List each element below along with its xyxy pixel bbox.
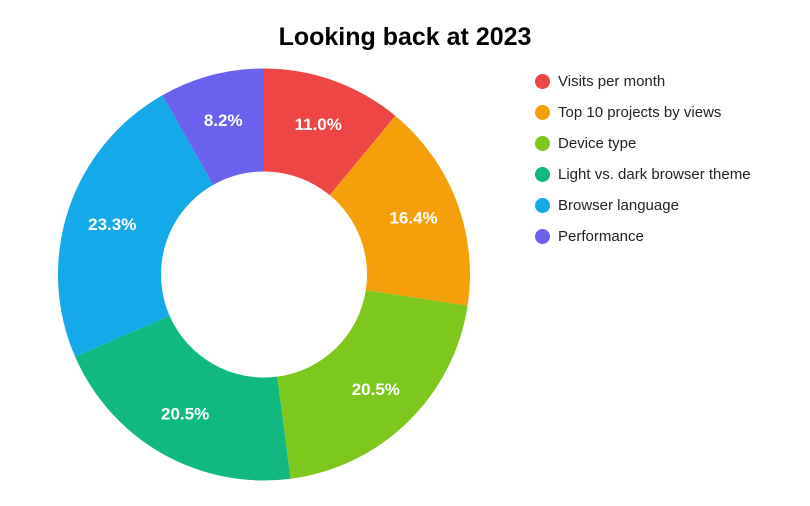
pie-slice-1[interactable] <box>329 115 470 306</box>
pie-slice-2[interactable] <box>277 290 468 479</box>
legend-item-browser-language[interactable]: Browser language <box>535 196 751 214</box>
legend-dot-icon <box>535 135 550 151</box>
legend-label: Browser language <box>558 196 679 214</box>
legend: Visits per month Top 10 projects by view… <box>535 72 751 245</box>
legend-label: Visits per month <box>558 72 666 90</box>
legend-item-visits-per-month[interactable]: Visits per month <box>535 72 751 90</box>
legend-item-device-type[interactable]: Device type <box>535 134 751 152</box>
legend-dot-icon <box>535 228 550 244</box>
legend-item-performance[interactable]: Performance <box>535 227 751 245</box>
legend-label: Device type <box>558 134 637 152</box>
legend-dot-icon <box>535 166 550 182</box>
chart-title: Looking back at 2023 <box>278 23 532 51</box>
legend-item-top-10-projects-by-views[interactable]: Top 10 projects by views <box>535 103 751 121</box>
legend-item-light-vs-dark-browser-theme[interactable]: Light vs. dark browser theme <box>535 165 751 183</box>
legend-dot-icon <box>535 104 550 120</box>
legend-label: Light vs. dark browser theme <box>558 165 751 183</box>
pie-slice-5[interactable] <box>162 68 264 185</box>
legend-dot-icon <box>535 197 550 213</box>
legend-label: Top 10 projects by views <box>558 103 722 121</box>
pie-slice-4[interactable] <box>58 95 214 357</box>
legend-label: Performance <box>558 227 644 245</box>
pie-slice-0[interactable] <box>264 68 396 196</box>
pie-slice-3[interactable] <box>75 315 291 481</box>
legend-dot-icon <box>535 73 550 89</box>
